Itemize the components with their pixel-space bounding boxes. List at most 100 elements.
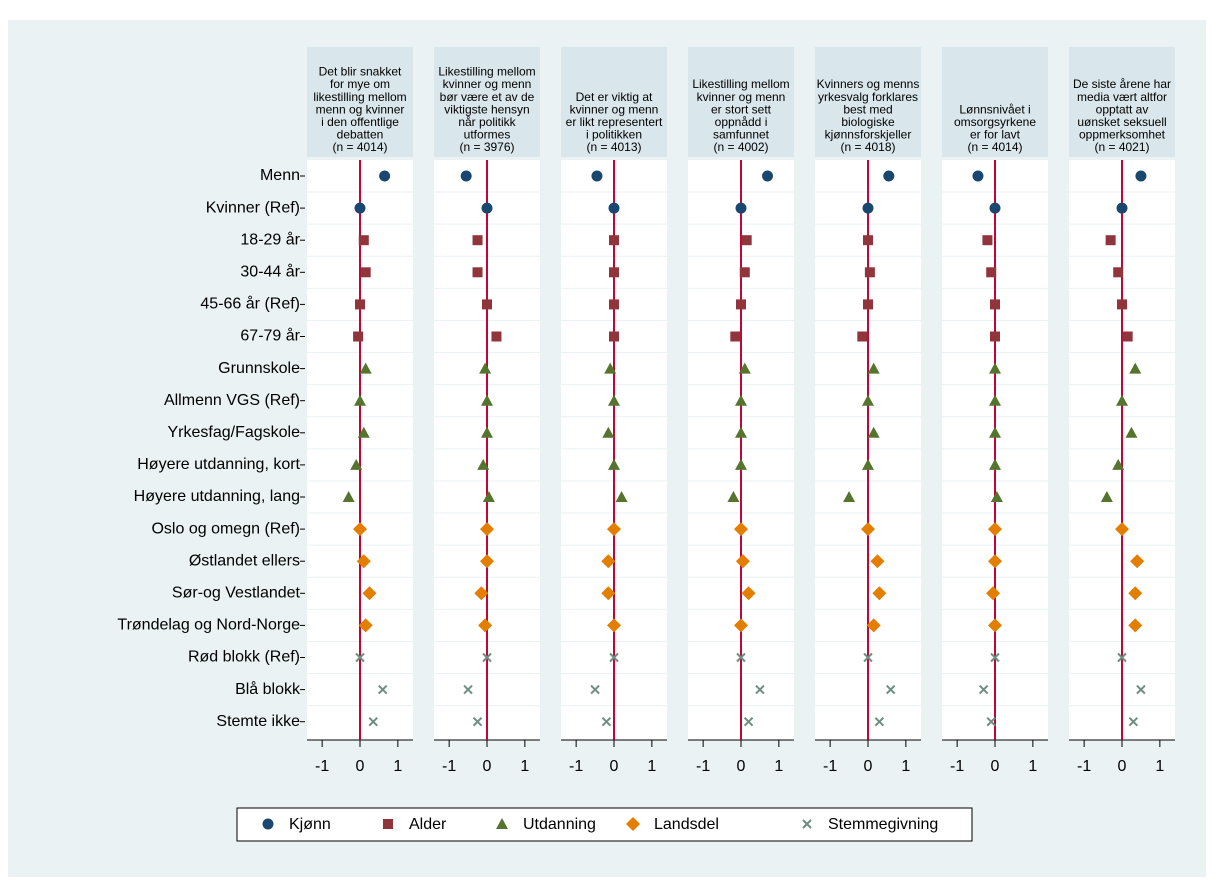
legend-box xyxy=(236,807,973,842)
marker xyxy=(482,652,492,663)
panel-title: (n = 4014) xyxy=(332,140,387,154)
marker xyxy=(862,394,874,406)
legend-label: Stemmegivning xyxy=(828,816,938,833)
marker xyxy=(626,817,640,831)
marker xyxy=(378,684,388,695)
marker xyxy=(472,716,483,727)
marker xyxy=(978,684,989,695)
marker xyxy=(359,362,372,374)
marker xyxy=(357,426,370,438)
x-tick-label: -1 xyxy=(1077,758,1091,775)
marker xyxy=(734,522,748,537)
x-tick-label: -1 xyxy=(442,758,456,775)
marker xyxy=(356,554,371,569)
marker xyxy=(608,394,620,406)
marker xyxy=(460,170,472,182)
x-tick-label: 0 xyxy=(356,758,365,775)
marker xyxy=(735,426,747,438)
marker xyxy=(355,652,365,663)
x-tick-label: 0 xyxy=(737,758,746,775)
marker xyxy=(986,267,997,278)
marker xyxy=(383,819,393,829)
row-label: Grunnskole xyxy=(218,360,300,377)
marker xyxy=(601,554,616,569)
marker xyxy=(342,491,355,502)
marker xyxy=(474,586,489,601)
panel-title: likestilling mellom xyxy=(313,90,406,104)
row-label: Stemte ikke xyxy=(216,713,300,730)
panel-title: (n = 4013) xyxy=(586,140,641,154)
panel-title: kvinner og menn xyxy=(570,102,659,116)
panel-title: er likt representert xyxy=(566,115,663,129)
marker xyxy=(481,202,493,214)
row-label: Høyere utdanning, lang xyxy=(134,488,300,505)
row-label: Blå blokk xyxy=(235,680,301,698)
title-strip xyxy=(815,47,921,157)
marker xyxy=(368,716,378,727)
marker xyxy=(989,202,1001,214)
panel-title: for mye om xyxy=(330,77,390,91)
title-strip xyxy=(942,47,1048,157)
marker xyxy=(1128,618,1143,633)
panel-title: i den offentlige xyxy=(321,115,399,129)
x-tick-label: 1 xyxy=(393,758,402,775)
marker xyxy=(867,426,880,438)
x-tick-label: 0 xyxy=(610,758,619,775)
marker xyxy=(1105,235,1116,246)
row-label: Menn xyxy=(260,167,300,184)
x-tick-label: 1 xyxy=(647,758,656,775)
panel-title: Kvinners og menns xyxy=(817,77,920,91)
marker xyxy=(379,170,391,182)
row-label: 18-29 år xyxy=(240,230,300,248)
panel-title: kvinner og menn xyxy=(443,77,532,91)
marker xyxy=(362,586,377,601)
marker xyxy=(862,202,874,214)
marker xyxy=(477,458,490,470)
title-strip xyxy=(688,47,794,157)
panel-title: i politikken xyxy=(586,128,642,142)
marker xyxy=(478,618,493,633)
x-tick-label: 1 xyxy=(1028,758,1037,775)
marker xyxy=(358,618,373,633)
marker xyxy=(353,522,367,537)
marker xyxy=(604,362,617,374)
marker xyxy=(609,235,619,246)
marker xyxy=(735,394,747,406)
marker xyxy=(1129,362,1142,374)
panel-title: kjønnsforskjeller xyxy=(825,128,912,142)
panel-title: er stort sett xyxy=(711,102,772,116)
panel-title: oppmerksomhet xyxy=(1079,128,1166,142)
marker xyxy=(739,267,750,278)
marker xyxy=(1113,267,1124,278)
marker xyxy=(1130,554,1145,569)
marker xyxy=(990,652,1000,663)
marker xyxy=(736,299,746,310)
marker xyxy=(479,362,492,374)
row-label: 30-44 år xyxy=(240,263,300,281)
marker xyxy=(355,299,365,310)
marker xyxy=(735,202,747,214)
marker xyxy=(755,684,765,695)
panel-title: opptatt av xyxy=(1096,102,1149,116)
marker xyxy=(609,267,619,278)
panel-title: utformes xyxy=(464,128,511,142)
marker xyxy=(986,716,996,727)
legend-label: Kjønn xyxy=(289,816,331,833)
panel-title: Det er viktig at xyxy=(576,90,653,104)
panel-title: uønsket seksuell xyxy=(1077,115,1166,129)
marker xyxy=(601,716,612,727)
marker xyxy=(843,491,856,502)
marker xyxy=(762,170,773,182)
marker xyxy=(982,235,993,246)
marker xyxy=(1115,522,1129,537)
marker xyxy=(989,394,1001,406)
marker xyxy=(262,818,274,830)
row-label: Yrkesfag/Fagskole xyxy=(167,424,300,441)
panel-title: Lønnsnivået i xyxy=(959,102,1030,116)
marker xyxy=(988,618,1002,633)
x-tick-label: 1 xyxy=(1155,758,1164,775)
panel-title: Det blir snakket xyxy=(319,65,402,79)
marker xyxy=(354,202,366,214)
x-tick-label: -1 xyxy=(696,758,710,775)
marker xyxy=(608,202,620,214)
